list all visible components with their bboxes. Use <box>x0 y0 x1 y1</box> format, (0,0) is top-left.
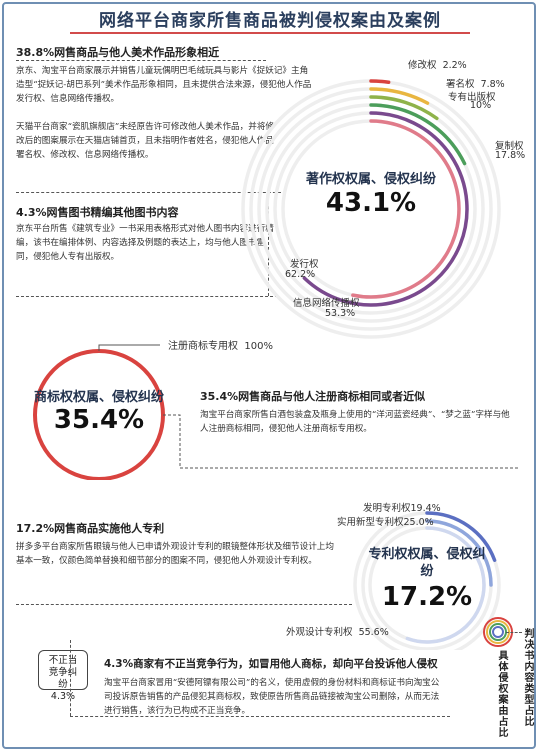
arc-distribution <box>302 111 469 307</box>
competition-box-value: 4.3% <box>50 691 76 702</box>
copyright-center-disc <box>296 134 446 284</box>
book-vertical-divider <box>268 196 269 296</box>
trademark-connector <box>163 414 520 469</box>
trademark-center-disc <box>42 358 156 472</box>
arc-design <box>405 526 486 644</box>
trademark-heading: 35.4%网售商品与他人注册商标相同或者近似 <box>200 390 426 403</box>
patent-divider <box>16 604 352 605</box>
arc-invention <box>425 511 497 562</box>
book-text: 京东平台所售《建筑专业》一书采用表格形式对他人图书内容进行精编，该书在编排体例、… <box>16 224 274 262</box>
trademark-center-value: 35.4% <box>53 405 145 435</box>
legend-leader-line <box>506 632 522 633</box>
patent-center-disc <box>374 532 480 638</box>
book-divider <box>16 296 278 297</box>
trademark-ring-label: 注册商标专用权 100% <box>168 341 273 352</box>
ring-label-distribution-value: 62.2% <box>285 269 316 280</box>
patent-label-invention: 发明专利权19.4% <box>363 503 441 514</box>
legend-ring-3 <box>492 626 504 638</box>
copyright-center-title: 著作权权属、侵权纠纷 <box>305 172 436 187</box>
legend-outer-note: 判决书内容类型占比 <box>522 628 533 727</box>
competition-heading: 4.3%商家有不正当竞争行为，如冒用他人商标，却向平台投诉他人侵权 <box>104 658 438 670</box>
ring-label-modify: 修改权 2.2% <box>408 60 467 71</box>
copyright-ring-chart <box>241 79 501 339</box>
competition-vertical-divider <box>70 640 71 716</box>
art-divider <box>16 60 266 61</box>
trademark-center-title: 商标权权属、侵权纠纷 <box>34 390 165 405</box>
patent-ring-chart <box>353 511 501 650</box>
ring-label-distribution: 发行权 <box>290 259 319 270</box>
book-heading: 4.3%网售图书精编其他图书内容 <box>16 206 179 219</box>
arc-network <box>351 119 461 299</box>
patent-center-value: 17.2% <box>381 582 473 612</box>
legend-inner-note: 具体侵权案由占比 <box>496 650 507 738</box>
competition-divider <box>70 716 450 717</box>
arc-utility <box>425 519 493 587</box>
trademark-leader-line <box>98 344 160 351</box>
ring-label-publishing-value: 10% <box>470 100 492 111</box>
trademark-ring-chart <box>33 344 520 480</box>
competition-box: 不正当竞争纠纷 4.3% <box>38 650 88 702</box>
ring-label-network: 信息网络传播权 <box>293 298 360 309</box>
patent-center-title: 专利权权属、侵权纠纷 <box>368 547 486 579</box>
patent-label-design: 外观设计专利权 55.6% <box>286 627 389 638</box>
copyright-center-value: 43.1% <box>325 188 417 218</box>
trademark-text: 淘宝平台商家所售白酒包装盒及瓶身上使用的“洋河蓝瓷经典”、“梦之蓝”字样与他人注… <box>200 410 510 434</box>
patent-heading: 17.2%网售商品实施他人专利 <box>16 522 165 535</box>
ring-label-copying: 复制权 <box>495 141 524 152</box>
arc-copying <box>369 103 467 166</box>
arc-modify <box>369 79 391 84</box>
ring-label-network-value: 53.3% <box>325 308 356 319</box>
arc-authorship <box>369 87 430 105</box>
competition-text: 淘宝平台商家冒用“安德阿镖有限公司”的名义，使用虚假的身份材料和商标证书向淘宝公… <box>104 678 440 716</box>
art-heading: 38.8%网售商品与他人美术作品形象相近 <box>16 46 220 59</box>
patent-label-utility: 实用新型专利权25.0% <box>337 517 434 528</box>
patent-text: 拼多多平台商家所售眼镜与他人已申请外观设计专利的眼镜整体形状及细节设计上均基本一… <box>16 542 334 566</box>
art-divider-bottom <box>16 192 286 193</box>
art-text-1: 京东、淘宝平台商家展示并销售儿童玩偶明巴毛绒玩具与影片《捉妖记》主角造型“捉妖记… <box>16 66 312 104</box>
arc-publishing <box>369 95 439 121</box>
ring-label-copying-value: 17.8% <box>495 150 526 161</box>
page-title: 网络平台商家所售商品被判侵权案由及案例 <box>99 11 441 31</box>
ring-label-authorship: 署名权 7.8% <box>446 79 505 90</box>
title-underline <box>70 32 470 34</box>
ring-label-publishing: 专有出版权 <box>448 92 496 103</box>
competition-box-title: 不正当竞争纠纷 <box>48 655 78 690</box>
art-text-2: 天猫平台商家“瓷肌旗舰店”未经原告许可修改他人美术作品，并将修改后的图案展示在天… <box>16 122 275 160</box>
